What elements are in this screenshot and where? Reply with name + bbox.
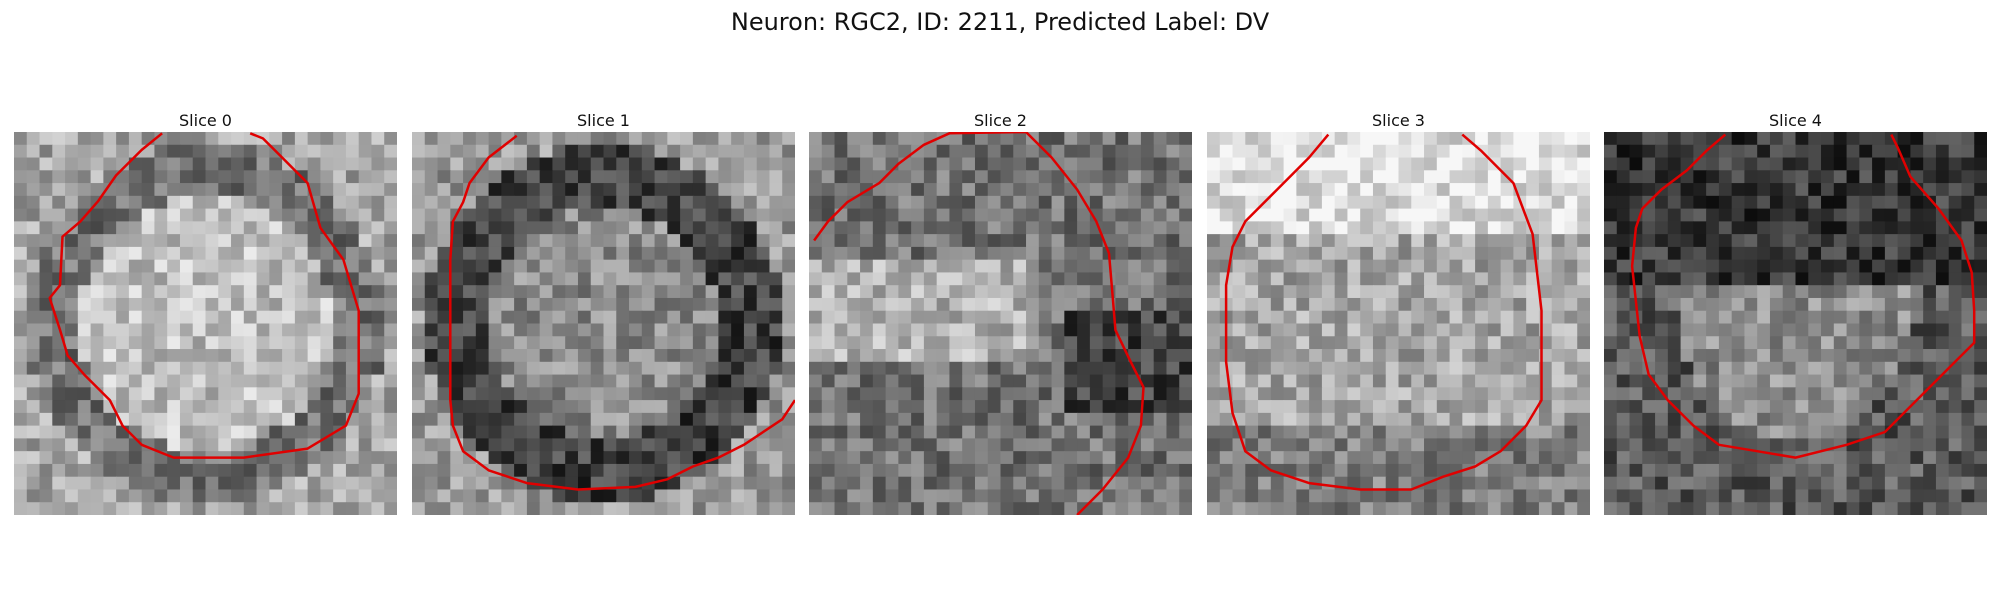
slice-image xyxy=(1604,132,1987,515)
slice-image xyxy=(809,132,1192,515)
slice-title: Slice 1 xyxy=(577,111,630,130)
slice-panel-4: Slice 4 xyxy=(1604,110,1987,515)
slice-title: Slice 2 xyxy=(974,111,1027,130)
segmentation-contour xyxy=(48,132,360,459)
segmentation-contour xyxy=(449,134,795,491)
segmentation-contour xyxy=(1630,133,1976,459)
slice-panel-0: Slice 0 xyxy=(14,110,397,515)
slice-image xyxy=(412,132,795,515)
slice-pixels xyxy=(412,132,795,515)
figure-title: Neuron: RGC2, ID: 2211, Predicted Label:… xyxy=(730,8,1270,36)
slice-title: Slice 3 xyxy=(1372,111,1425,130)
slice-pixels xyxy=(14,132,397,515)
slice-panel-1: Slice 1 xyxy=(412,110,795,515)
slice-image xyxy=(1207,132,1590,515)
segmentation-contour xyxy=(813,132,1145,515)
slice-pixels xyxy=(1604,132,1987,515)
segmentation-contour xyxy=(1224,133,1543,491)
slice-title: Slice 4 xyxy=(1769,111,1822,130)
slice-panel-2: Slice 2 xyxy=(809,110,1192,515)
slice-panel-3: Slice 3 xyxy=(1207,110,1590,515)
slice-image xyxy=(14,132,397,515)
slice-pixels xyxy=(809,132,1192,515)
slice-pixels xyxy=(1207,132,1590,515)
slice-title: Slice 0 xyxy=(179,111,232,130)
